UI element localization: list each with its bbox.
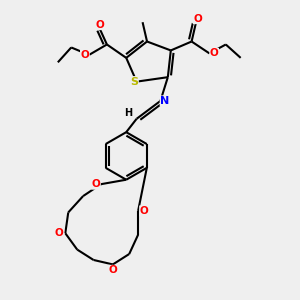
Text: O: O — [92, 179, 100, 189]
Text: O: O — [55, 228, 64, 238]
Text: O: O — [95, 20, 104, 30]
Text: N: N — [160, 96, 170, 106]
Text: O: O — [109, 266, 117, 275]
Text: H: H — [124, 108, 132, 118]
Text: O: O — [80, 50, 89, 60]
Text: O: O — [140, 206, 148, 216]
Text: O: O — [210, 48, 219, 59]
Text: O: O — [193, 14, 202, 24]
Text: S: S — [130, 76, 138, 87]
